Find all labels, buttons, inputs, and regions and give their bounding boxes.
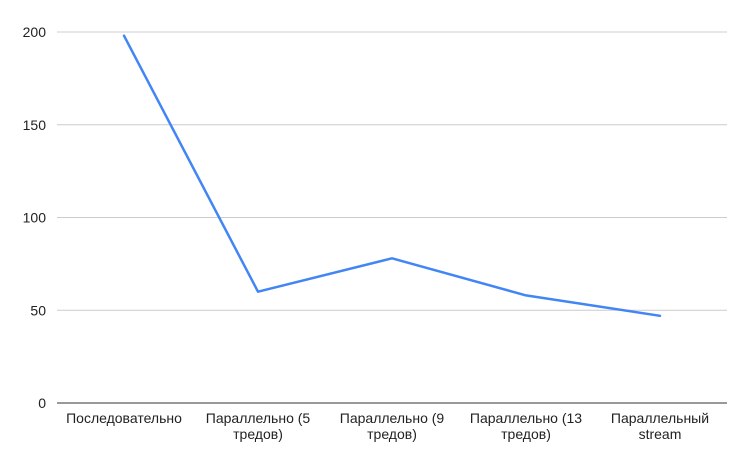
y-axis-ticks: 0 50 100 150 200 (23, 24, 47, 411)
x-tick-label-line: stream (639, 426, 682, 442)
series-line (122, 34, 662, 318)
x-tick-label: Параллельный stream (611, 410, 709, 442)
x-tick-label-line: Параллельно (13 (470, 410, 582, 426)
x-tick-label-line: Последовательно (66, 410, 182, 426)
gridlines (57, 31, 727, 404)
x-tick-label-line: тредов) (501, 426, 551, 442)
x-axis-ticks: Последовательно Параллельно (5 тредов)Пара… (66, 410, 709, 442)
y-tick-label: 50 (30, 302, 46, 318)
x-tick-label-line: Параллельно (5 (206, 410, 311, 426)
x-tick-label: Параллельно (5 тредов) (206, 410, 311, 442)
x-tick-label: Параллельно (13 тредов) (470, 410, 582, 442)
x-tick-label-line: тредов) (367, 426, 417, 442)
y-tick-label: 0 (38, 395, 46, 411)
y-tick-label: 100 (23, 210, 47, 226)
x-tick-label-line: Параллельный (611, 410, 709, 426)
y-tick-label: 200 (23, 24, 47, 40)
x-tick-label-line: тредов) (233, 426, 283, 442)
x-tick-label: Параллельно (9 тредов) (340, 410, 445, 442)
x-tick-label-line: Параллельно (9 (340, 410, 445, 426)
x-tick-label: Последовательно (66, 410, 182, 426)
y-tick-label: 150 (23, 117, 47, 133)
series-layer (122, 34, 662, 318)
